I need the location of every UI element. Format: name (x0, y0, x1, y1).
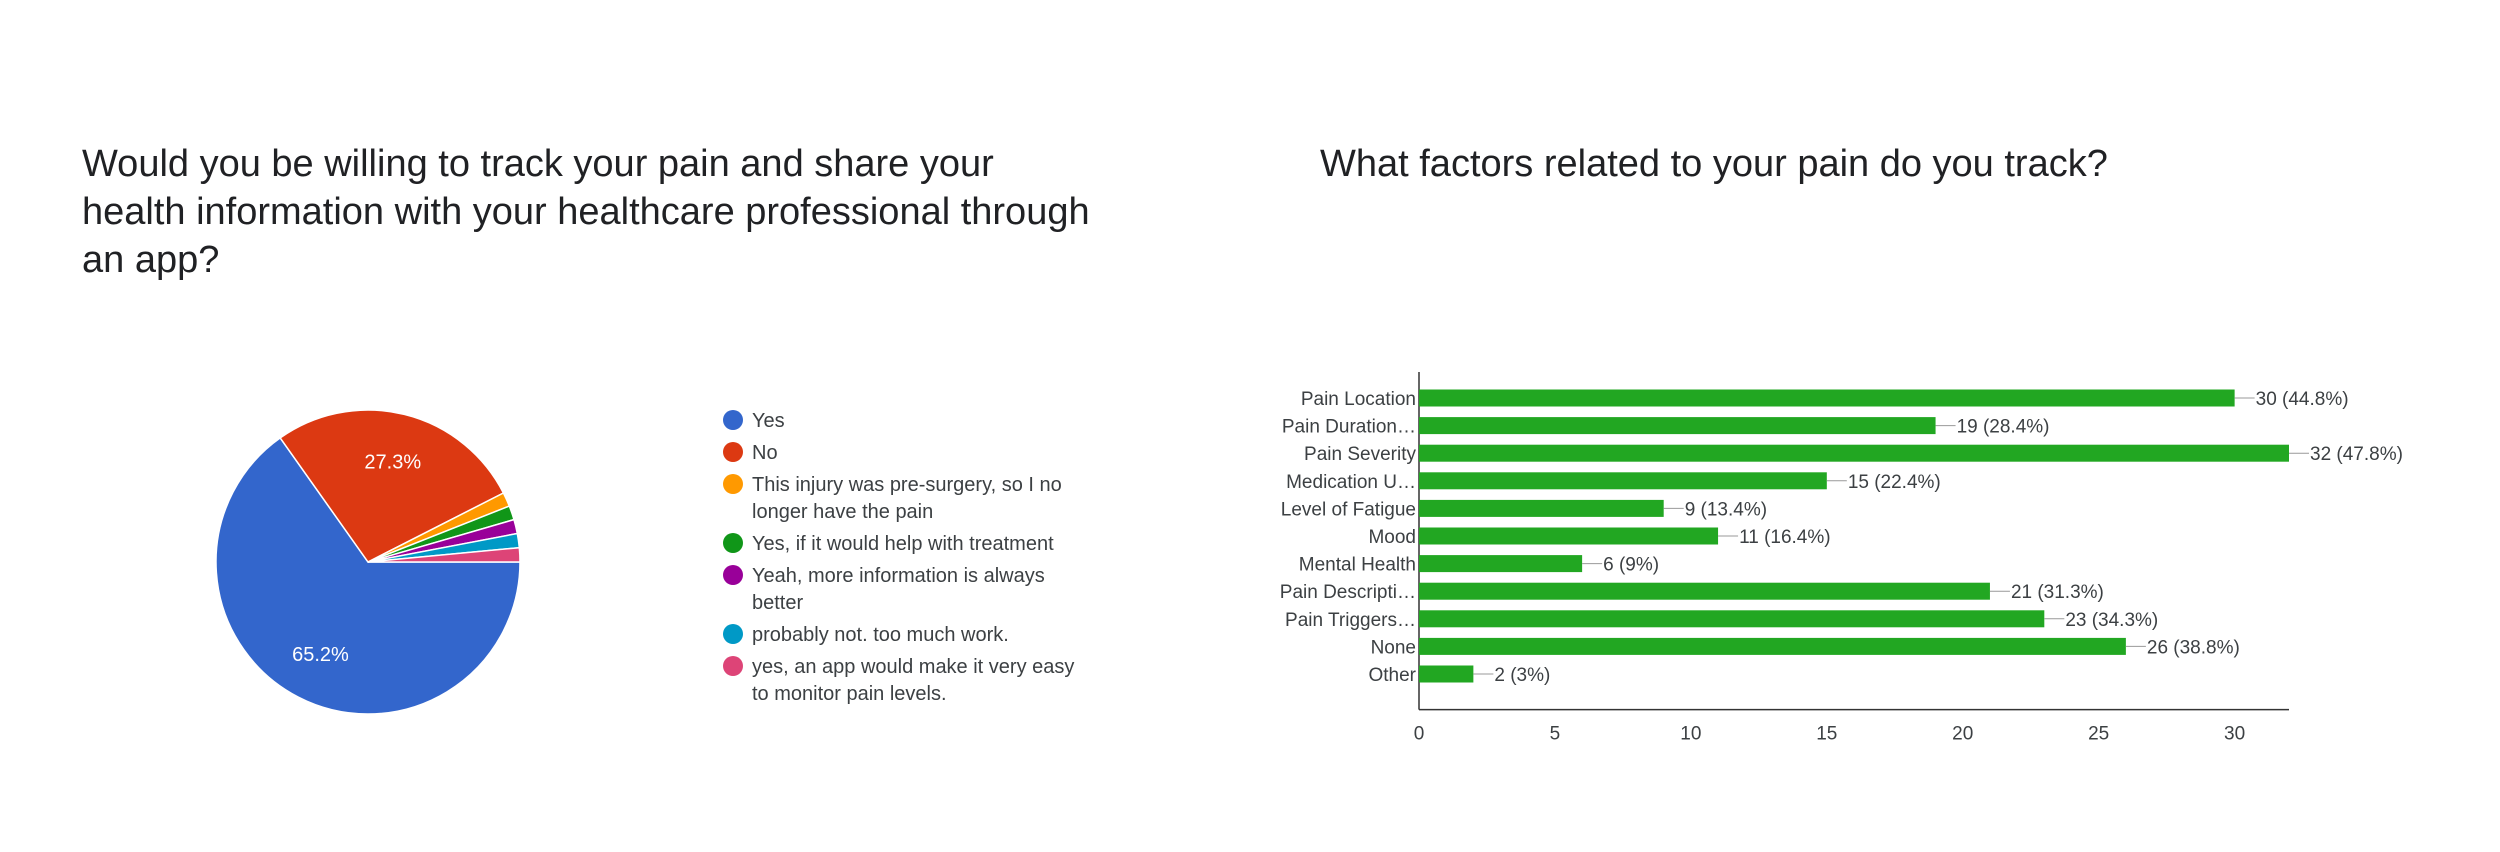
value-label-7: 21 (31.3%) (2011, 582, 2104, 603)
value-label-6: 6 (9%) (1603, 555, 1659, 576)
value-label-8: 23 (34.3%) (2065, 610, 2158, 631)
legend-item-4: Yeah, more information is always better (723, 565, 1045, 614)
legend-item-5: probably not. too much work. (723, 624, 1009, 646)
legend-item-6: yes, an app would make it very easy to mo… (723, 656, 1074, 705)
bar-10 (1419, 665, 1474, 683)
bar-0 (1419, 389, 2235, 407)
value-label-5: 11 (16.4%) (1739, 527, 1831, 548)
bar-6 (1419, 555, 1583, 573)
x-tick-label-5: 25 (2088, 724, 2109, 745)
bar-9 (1419, 637, 2126, 655)
x-tick-label-3: 15 (1816, 724, 1837, 745)
pie-slice-1 (279, 409, 505, 563)
pie-chart: 65.2% 27.3% Yes No This injury was pre-surge… (215, 409, 1074, 715)
category-label-0: Pain Location (1301, 389, 1416, 410)
value-label-0: 30 (44.8%) (2256, 389, 2349, 410)
legend-label-1-0: No (752, 442, 778, 464)
bar-chart-title: What factors related to your pain do you… (1320, 143, 2108, 185)
category-label-4: Level of Fatigue (1281, 499, 1416, 520)
legend-item-0: Yes (723, 410, 785, 432)
legend-label-4-1: better (752, 592, 803, 614)
category-label-5: Mood (1368, 527, 1416, 548)
category-label-3: Medication U… (1286, 472, 1416, 493)
bar-chart: Pain Location 30 (44.8%) Pain Duration… 19 … (1280, 372, 2403, 745)
legend-swatch-2 (723, 474, 743, 494)
bar-4 (1419, 499, 1664, 517)
bar-chart-panel: What factors related to your pain do you… (1250, 0, 2500, 852)
x-tick-label-0: 0 (1414, 724, 1425, 745)
legend-label-0-0: Yes (752, 410, 785, 432)
value-label-1: 19 (28.4%) (1957, 417, 2050, 438)
legend-swatch-0 (723, 410, 743, 430)
bar-7 (1419, 582, 1990, 600)
legend-swatch-6 (723, 656, 743, 676)
x-tick-label-4: 20 (1952, 724, 1973, 745)
bar-3 (1419, 472, 1827, 490)
category-label-8: Pain Triggers… (1285, 610, 1416, 631)
x-tick-label-6: 30 (2224, 724, 2245, 745)
pie-slice-label-1: 27.3% (364, 452, 421, 474)
value-label-3: 15 (22.4%) (1848, 472, 1941, 493)
legend-item-3: Yes, if it would help with treatment (723, 533, 1054, 555)
pie-slice-6 (367, 546, 521, 563)
category-label-9: None (1371, 637, 1416, 658)
legend-label-3-0: Yes, if it would help with treatment (752, 533, 1054, 555)
legend-item-1: No (723, 442, 778, 464)
legend-label-6-0: yes, an app would make it very easy (752, 656, 1074, 678)
bar-1 (1419, 417, 1936, 435)
pie-chart-title: Would you be willing to track your pain … (82, 143, 1090, 281)
legend-label-4-0: Yeah, more information is always (752, 565, 1045, 587)
value-label-4: 9 (13.4%) (1685, 499, 1767, 520)
legend-label-5-0: probably not. too much work. (752, 624, 1009, 646)
legend-swatch-3 (723, 533, 743, 553)
legend-swatch-5 (723, 624, 743, 644)
value-label-10: 2 (3%) (1494, 665, 1550, 686)
category-label-6: Mental Health (1299, 555, 1416, 576)
category-label-10: Other (1368, 665, 1416, 686)
pie-chart-panel: Would you be willing to track your pain … (82, 143, 1090, 715)
legend-label-2-1: longer have the pain (752, 501, 933, 523)
category-label-1: Pain Duration… (1282, 417, 1416, 438)
x-tick-label-1: 5 (1550, 724, 1561, 745)
category-label-2: Pain Severity (1304, 444, 1416, 465)
legend-label-2-0: This injury was pre-surgery, so I no (752, 474, 1062, 496)
bar-5 (1419, 527, 1719, 545)
legend-swatch-4 (723, 565, 743, 585)
value-label-9: 26 (38.8%) (2147, 637, 2240, 658)
pie-slice-label-0: 65.2% (292, 644, 349, 666)
x-tick-label-2: 10 (1680, 724, 1701, 745)
bar-2 (1419, 444, 2289, 462)
legend-label-6-1: to monitor pain levels. (752, 683, 947, 705)
category-label-7: Pain Descripti… (1280, 582, 1416, 603)
legend-swatch-1 (723, 442, 743, 462)
value-label-2: 32 (47.8%) (2310, 444, 2403, 465)
bar-8 (1419, 610, 2045, 628)
legend-item-2: This injury was pre-surgery, so I no long… (723, 474, 1062, 523)
pie-slice-0 (215, 436, 521, 715)
